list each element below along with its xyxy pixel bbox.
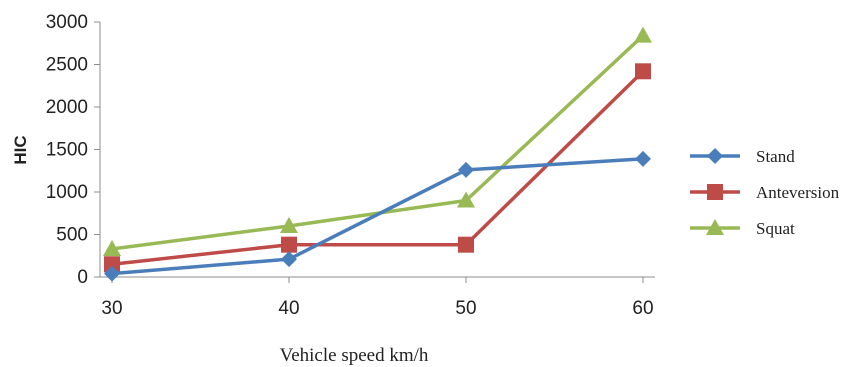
series-anteversion <box>104 63 651 273</box>
data-point-anteversion <box>281 236 297 253</box>
legend-item-stand: Stand <box>690 147 795 166</box>
series-line-stand <box>111 157 644 276</box>
y-tick-label: 3000 <box>46 12 88 33</box>
legend: Stand Anteversion Squat <box>690 147 840 238</box>
data-point-squat <box>457 191 475 208</box>
legend-label-stand: Stand <box>756 147 795 166</box>
y-axis-label: HIC <box>11 135 30 164</box>
x-tick-label: 60 <box>632 298 653 319</box>
legend-item-squat: Squat <box>690 219 795 238</box>
data-point-stand <box>458 161 474 178</box>
data-point-squat <box>634 26 652 43</box>
y-tick-label: 2000 <box>46 97 88 118</box>
x-tick-label: 40 <box>278 298 299 319</box>
legend-marker-anteversion <box>707 184 723 200</box>
data-point-stand <box>281 251 297 268</box>
y-tick-label: 1500 <box>46 140 88 161</box>
axes: 0 500 1000 1500 2000 2500 3000 30 40 50 60 <box>46 12 655 319</box>
series-line-squat <box>111 34 645 251</box>
data-point-anteversion <box>635 63 651 80</box>
y-tick-label: 0 <box>77 267 88 288</box>
y-tick-label: 500 <box>56 225 88 246</box>
data-point-squat <box>280 217 298 233</box>
legend-label-squat: Squat <box>756 219 795 238</box>
series-layer <box>103 26 652 282</box>
legend-marker-stand <box>707 148 723 164</box>
legend-label-anteversion: Anteversion <box>756 183 840 202</box>
data-point-anteversion <box>104 256 120 273</box>
data-point-squat <box>103 239 121 256</box>
legend-marker-squat <box>706 219 724 235</box>
data-point-anteversion <box>458 236 474 253</box>
y-tick-label: 1000 <box>46 182 88 203</box>
x-tick-label: 30 <box>101 298 122 319</box>
series-stand <box>104 150 651 282</box>
data-point-stand <box>635 150 651 167</box>
series-line-anteversion <box>111 70 645 266</box>
data-point-stand <box>104 265 120 282</box>
legend-item-anteversion: Anteversion <box>690 183 840 202</box>
x-tick-label: 50 <box>455 298 476 319</box>
y-tick-label: 2500 <box>46 55 88 76</box>
x-axis-label: Vehicle speed km/h <box>280 345 429 366</box>
